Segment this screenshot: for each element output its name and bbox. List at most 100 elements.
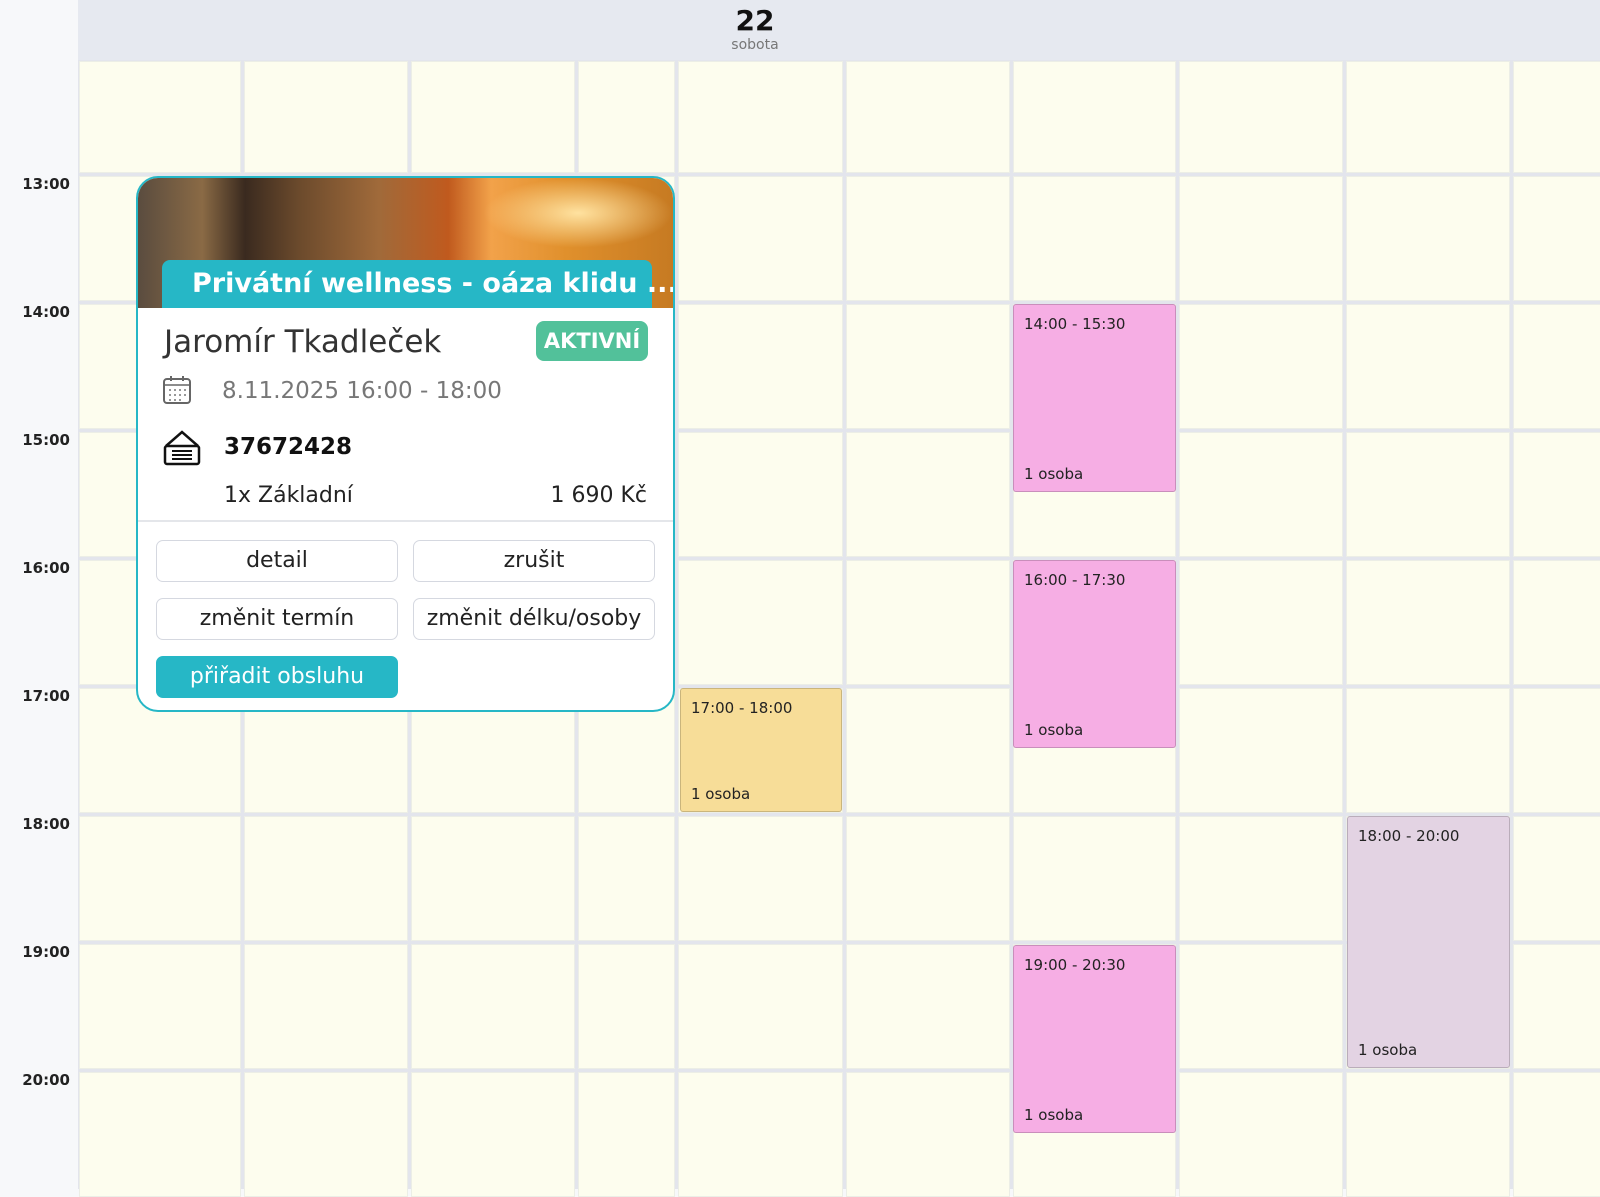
time-slot[interactable] <box>1346 1072 1510 1197</box>
event-time: 19:00 - 20:30 <box>1024 956 1126 974</box>
time-slot[interactable] <box>846 944 1010 1069</box>
time-slot[interactable] <box>1346 432 1510 557</box>
time-slot[interactable] <box>678 432 843 557</box>
time-slot[interactable] <box>846 61 1010 173</box>
calendar-icon <box>163 376 191 404</box>
time-slot[interactable] <box>1179 560 1343 685</box>
reservation-popup: Privátní wellness - oáza klidu ... Jarom… <box>136 176 675 712</box>
time-slot[interactable] <box>1179 688 1343 813</box>
time-slot[interactable] <box>1179 176 1343 301</box>
change-length-button[interactable]: změnit délku/osoby <box>413 598 655 640</box>
status-badge: AKTIVNÍ <box>536 321 648 361</box>
time-slot[interactable] <box>1346 61 1510 173</box>
time-slot[interactable] <box>578 61 675 173</box>
time-slot[interactable] <box>678 176 843 301</box>
time-slot[interactable] <box>1513 176 1600 301</box>
time-slot[interactable] <box>678 944 843 1069</box>
time-slot[interactable] <box>1013 816 1176 941</box>
event-persons: 1 osoba <box>1024 1106 1084 1124</box>
event-persons: 1 osoba <box>691 785 751 803</box>
time-slot[interactable] <box>1346 560 1510 685</box>
time-slot[interactable] <box>846 304 1010 429</box>
time-slot[interactable] <box>1513 304 1600 429</box>
time-slot[interactable] <box>411 944 575 1069</box>
time-label: 13:00 <box>22 175 70 193</box>
event-time: 14:00 - 15:30 <box>1024 315 1126 333</box>
time-slot[interactable] <box>678 304 843 429</box>
time-slot[interactable] <box>1513 688 1600 813</box>
time-slot[interactable] <box>846 176 1010 301</box>
time-label: 16:00 <box>22 559 70 577</box>
time-slot[interactable] <box>1513 944 1600 1069</box>
time-slot[interactable] <box>79 816 241 941</box>
time-slot[interactable] <box>1179 944 1343 1069</box>
time-slot[interactable] <box>678 816 843 941</box>
time-slot[interactable] <box>1513 816 1600 941</box>
customer-name: Jaromír Tkadleček <box>164 324 442 360</box>
event-time: 17:00 - 18:00 <box>691 699 793 717</box>
event-block[interactable]: 14:00 - 15:30 1 osoba <box>1013 304 1176 492</box>
time-slot[interactable] <box>678 61 843 173</box>
time-slot[interactable] <box>1346 176 1510 301</box>
time-label: 20:00 <box>22 1071 70 1089</box>
time-slot[interactable] <box>244 1072 408 1197</box>
event-persons: 1 osoba <box>1024 721 1084 739</box>
time-slot[interactable] <box>578 1072 675 1197</box>
time-slot[interactable] <box>1179 304 1343 429</box>
popup-title: Privátní wellness - oáza klidu ... <box>162 260 673 308</box>
ticket-icon <box>163 430 201 466</box>
time-slot[interactable] <box>411 61 575 173</box>
event-block[interactable]: 19:00 - 20:30 1 osoba <box>1013 945 1176 1133</box>
time-slot[interactable] <box>79 61 241 173</box>
event-persons: 1 osoba <box>1358 1041 1418 1059</box>
reservation-datetime: 8.11.2025 16:00 - 18:00 <box>222 378 502 404</box>
time-slot[interactable] <box>1513 1072 1600 1197</box>
time-slot[interactable] <box>1179 1072 1343 1197</box>
day-header: 22 sobota <box>78 0 1600 60</box>
time-slot[interactable] <box>1179 61 1343 173</box>
time-label: 17:00 <box>22 687 70 705</box>
event-persons: 1 osoba <box>1024 465 1084 483</box>
event-block[interactable]: 18:00 - 20:00 1 osoba <box>1347 816 1510 1068</box>
time-slot[interactable] <box>846 1072 1010 1197</box>
time-slot[interactable] <box>578 816 675 941</box>
time-slot[interactable] <box>578 944 675 1069</box>
time-slot[interactable] <box>678 560 843 685</box>
time-slot[interactable] <box>1013 176 1176 301</box>
time-slot[interactable] <box>846 432 1010 557</box>
detail-button[interactable]: detail <box>156 540 398 582</box>
time-slot[interactable] <box>244 816 408 941</box>
time-slot[interactable] <box>244 944 408 1069</box>
time-label: 19:00 <box>22 943 70 961</box>
time-slot[interactable] <box>411 816 575 941</box>
time-slot[interactable] <box>1513 560 1600 685</box>
order-price: 1 690 Kč <box>550 483 648 508</box>
time-slot[interactable] <box>846 560 1010 685</box>
time-label: 18:00 <box>22 815 70 833</box>
time-slot[interactable] <box>79 1072 241 1197</box>
time-slot[interactable] <box>1513 61 1600 173</box>
time-slot[interactable] <box>1179 816 1343 941</box>
time-slot[interactable] <box>79 944 241 1069</box>
time-label: 15:00 <box>22 431 70 449</box>
time-slot[interactable] <box>678 1072 843 1197</box>
divider <box>138 520 673 522</box>
time-slot[interactable] <box>1513 432 1600 557</box>
time-slot[interactable] <box>1179 432 1343 557</box>
time-slot[interactable] <box>1013 61 1176 173</box>
event-time: 18:00 - 20:00 <box>1358 827 1460 845</box>
time-column: 13:00 14:00 15:00 16:00 17:00 18:00 19:0… <box>0 60 78 1189</box>
time-slot[interactable] <box>411 1072 575 1197</box>
order-item: 1x Základní <box>224 483 353 508</box>
cancel-button[interactable]: zrušit <box>413 540 655 582</box>
time-slot[interactable] <box>846 816 1010 941</box>
time-slot[interactable] <box>846 688 1010 813</box>
time-slot[interactable] <box>1346 688 1510 813</box>
time-slot[interactable] <box>244 61 408 173</box>
day-number: 22 <box>735 4 775 37</box>
event-block[interactable]: 17:00 - 18:00 1 osoba <box>680 688 842 812</box>
time-slot[interactable] <box>1346 304 1510 429</box>
change-date-button[interactable]: změnit termín <box>156 598 398 640</box>
assign-staff-button[interactable]: přiřadit obsluhu <box>156 656 398 698</box>
event-block[interactable]: 16:00 - 17:30 1 osoba <box>1013 560 1176 748</box>
